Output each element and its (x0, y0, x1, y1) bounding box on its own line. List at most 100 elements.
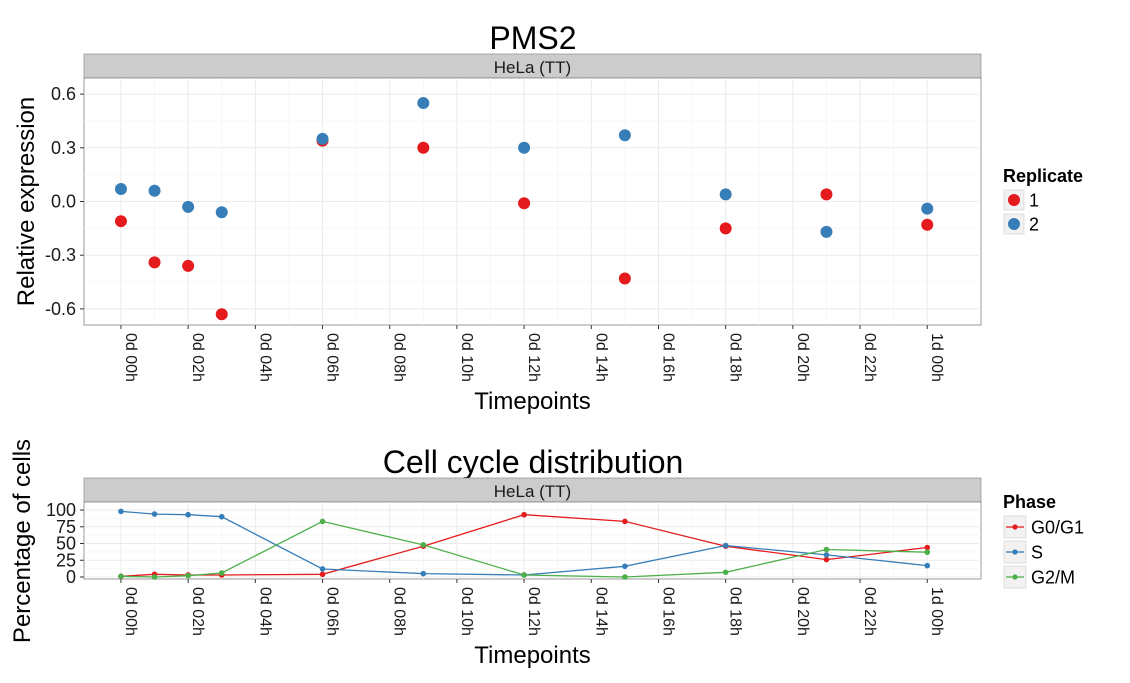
cell-cycle-x-ticks: 0d 00h 0d 02h 0d 04h 0d 06h 0d 08h 0d 10h 0d 1… (120, 579, 945, 636)
replicate-1-point (618, 272, 631, 285)
phase-g0g1-point (319, 571, 326, 578)
replicate-1-point (215, 308, 228, 321)
expression-gridlines (84, 78, 981, 325)
cell-cycle-chart-title: Cell cycle distribution (383, 444, 684, 480)
phase-g2m-point (319, 518, 326, 525)
x-tick-label: 0d 00h (122, 333, 139, 382)
y-tick-label: 25 (56, 550, 76, 570)
phase-s-point (722, 542, 729, 549)
x-tick-label: 0d 20h (794, 333, 811, 382)
y-tick-label: 100 (46, 500, 76, 520)
replicate-1-point (820, 188, 833, 201)
replicate-2-point (417, 97, 430, 110)
x-tick-label: 0d 06h (324, 587, 341, 636)
replicate-legend: Replicate 1 2 (1003, 166, 1083, 235)
y-tick-label: 50 (56, 534, 76, 554)
phase-s-point (218, 513, 225, 520)
replicate-2-point (114, 182, 127, 195)
y-tick-label: -0.3 (45, 245, 76, 265)
phase-s-point (151, 511, 158, 517)
replicate-legend-title: Replicate (1003, 166, 1083, 186)
cell-cycle-gridlines (84, 502, 981, 579)
x-tick-label: 0d 14h (592, 333, 609, 382)
replicate-2-point (316, 132, 329, 145)
legend-key-g0g1-point (1012, 524, 1018, 530)
replicate-2-point (182, 200, 195, 213)
phase-g2m-point (420, 542, 427, 548)
x-tick-label: 0d 10h (458, 333, 475, 382)
phase-legend-title: Phase (1003, 492, 1056, 512)
cell-cycle-plot-area (83, 501, 982, 580)
expression-y-axis-label: Relative expression (13, 97, 40, 306)
replicate-1-point (719, 222, 732, 235)
phase-s-point (823, 552, 830, 558)
replicate-1-point (518, 197, 531, 210)
legend-label-replicate-1: 1 (1029, 191, 1039, 211)
phase-legend: Phase G0/G1 S G2/M (1003, 492, 1084, 589)
replicate-1-point (921, 218, 934, 231)
x-tick-label: 1d 00h (928, 587, 945, 636)
phase-g2m-point (118, 573, 124, 580)
phase-g2m-point (151, 574, 158, 580)
x-tick-label: 0d 04h (256, 587, 273, 636)
x-tick-label: 0d 20h (794, 587, 811, 636)
phase-g0g1-point (823, 556, 830, 563)
y-tick-label: 0.6 (51, 84, 76, 104)
replicate-1-point (182, 259, 195, 272)
x-tick-label: 0d 08h (391, 333, 408, 382)
x-tick-label: 0d 10h (458, 587, 475, 636)
legend-key-s-point (1012, 549, 1018, 555)
x-tick-label: 0d 04h (256, 333, 273, 382)
x-tick-label: 0d 18h (727, 587, 744, 636)
replicate-1-point (148, 256, 161, 269)
replicate-2-point (618, 129, 631, 142)
x-tick-label: 1d 00h (928, 333, 945, 382)
phase-s-point (924, 562, 931, 569)
x-tick-label: 0d 02h (189, 333, 206, 382)
phase-g2m-point (218, 570, 225, 576)
legend-label-s: S (1031, 543, 1043, 563)
phase-g2m-point (823, 546, 830, 553)
expression-facet-label: HeLa (TT) (494, 58, 571, 77)
replicate-1-point (417, 141, 430, 154)
phase-g2m-point (924, 549, 931, 556)
replicate-1-point (114, 215, 127, 228)
x-tick-label: 0d 12h (525, 587, 542, 636)
phase-s-point (420, 570, 427, 577)
expression-facet-strip (83, 53, 982, 79)
x-tick-label: 0d 16h (659, 333, 676, 382)
x-tick-label: 0d 08h (391, 587, 408, 636)
x-tick-label: 0d 22h (861, 333, 878, 382)
cell-cycle-chart: Cell cycle distribution HeLa (TT) 100755… (9, 439, 1084, 669)
y-tick-label: 75 (56, 517, 76, 537)
x-tick-label: 0d 06h (324, 333, 341, 382)
x-tick-label: 0d 00h (122, 587, 139, 636)
expression-points (114, 97, 934, 321)
phase-g2m-point (521, 572, 527, 578)
cell-cycle-lines (118, 508, 931, 580)
phase-s-point (622, 563, 628, 570)
x-tick-label: 0d 22h (861, 587, 878, 636)
expression-chart: PMS2 HeLa (TT) 0.60.30.0-0.3-0.6 0d 00h 0… (13, 20, 1083, 415)
phase-g2m-point (722, 569, 729, 576)
replicate-2-point (518, 141, 531, 154)
phase-g2m-point (185, 572, 191, 579)
expression-chart-title: PMS2 (489, 20, 576, 56)
y-tick-label: 0.3 (51, 138, 76, 158)
replicate-2-point (820, 225, 833, 238)
legend-label-g2m: G2/M (1031, 568, 1075, 588)
cell-cycle-facet-label: HeLa (TT) (494, 482, 571, 501)
legend-key-replicate-2 (1008, 218, 1020, 230)
x-tick-label: 0d 14h (592, 587, 609, 636)
replicate-2-point (215, 206, 228, 219)
y-tick-label: -0.6 (45, 299, 76, 319)
replicate-2-point (921, 202, 934, 215)
x-tick-label: 0d 18h (727, 333, 744, 382)
cell-cycle-x-axis-label: Timepoints (474, 642, 590, 669)
y-tick-label: 0 (66, 567, 76, 587)
phase-g0g1-point (622, 518, 628, 525)
x-tick-label: 0d 16h (659, 587, 676, 636)
